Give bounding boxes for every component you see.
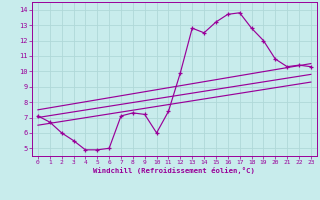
X-axis label: Windchill (Refroidissement éolien,°C): Windchill (Refroidissement éolien,°C) [93, 167, 255, 174]
